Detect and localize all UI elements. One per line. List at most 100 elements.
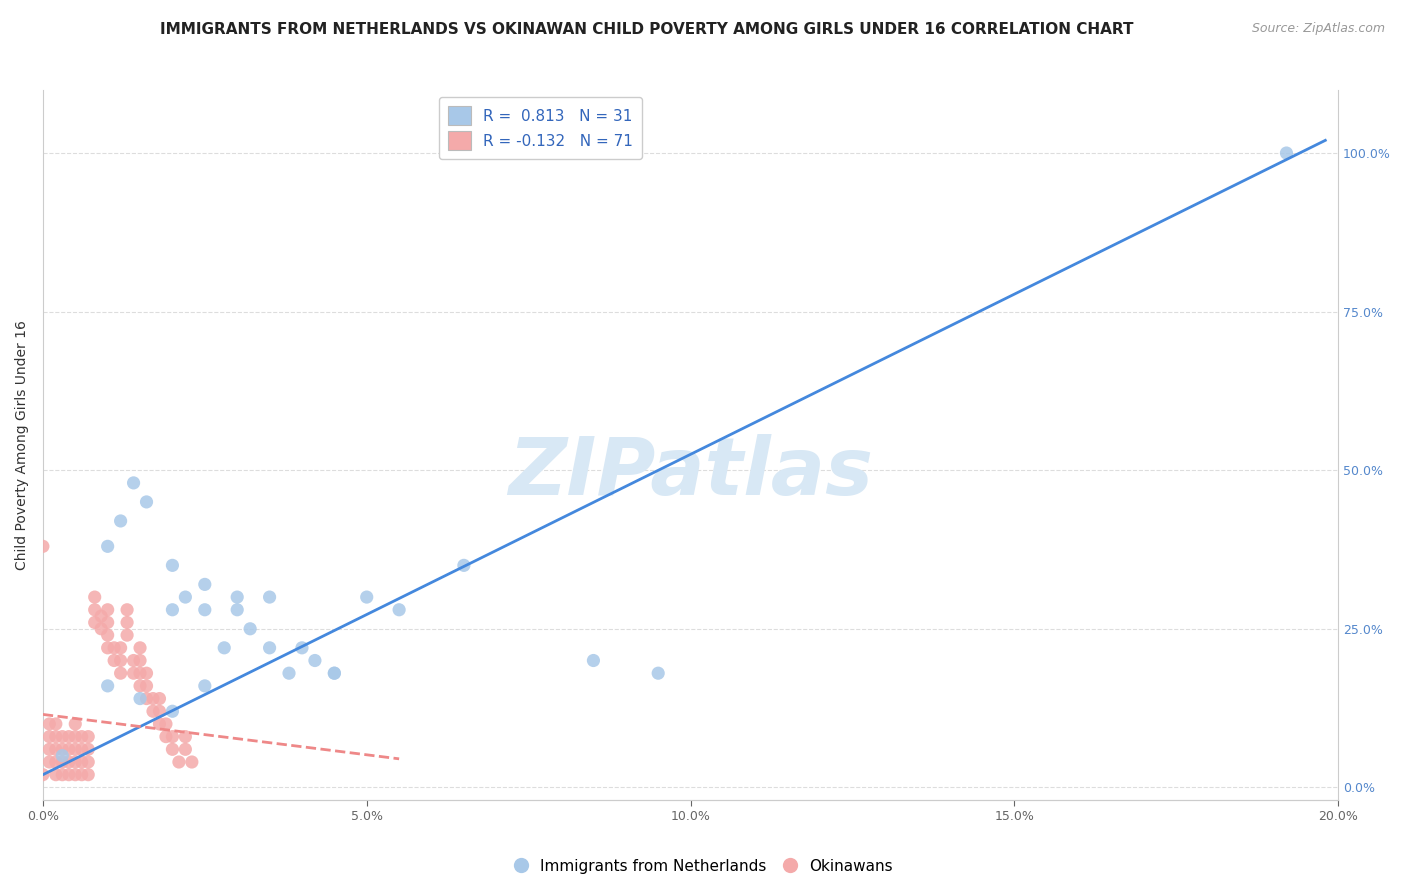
Point [38, 755, 60, 769]
Point [323, 666, 346, 681]
Point [70, 755, 93, 769]
Point [90, 609, 112, 624]
Text: IMMIGRANTS FROM NETHERLANDS VS OKINAWAN CHILD POVERTY AMONG GIRLS UNDER 16 CORRE: IMMIGRANTS FROM NETHERLANDS VS OKINAWAN … [160, 22, 1133, 37]
Point [45, 730, 67, 744]
Point [174, 730, 197, 744]
Point [83, 615, 105, 630]
Point [115, 615, 138, 630]
Point [162, 558, 184, 573]
Point [58, 767, 80, 781]
Point [356, 590, 378, 604]
Point [194, 577, 217, 591]
Point [162, 730, 184, 744]
Point [97, 640, 120, 655]
Point [83, 603, 105, 617]
Point [38, 730, 60, 744]
Legend: Immigrants from Netherlands, Okinawans: Immigrants from Netherlands, Okinawans [506, 853, 900, 880]
Point [38, 742, 60, 756]
Point [582, 653, 605, 667]
Point [77, 742, 100, 756]
Point [194, 603, 217, 617]
Point [115, 603, 138, 617]
Point [259, 640, 281, 655]
Point [51, 755, 73, 769]
Point [122, 666, 145, 681]
Point [291, 640, 314, 655]
Point [135, 679, 157, 693]
Point [97, 679, 120, 693]
Point [70, 767, 93, 781]
Point [51, 730, 73, 744]
Legend: R =  0.813   N = 31, R = -0.132   N = 71: R = 0.813 N = 31, R = -0.132 N = 71 [439, 97, 643, 159]
Point [212, 640, 235, 655]
Point [32, 539, 55, 553]
Point [162, 704, 184, 718]
Point [239, 622, 262, 636]
Point [135, 691, 157, 706]
Point [226, 590, 249, 604]
Point [194, 679, 217, 693]
Point [148, 704, 170, 718]
Point [65, 742, 87, 756]
Point [97, 539, 120, 553]
Point [65, 730, 87, 744]
Point [129, 653, 152, 667]
Point [45, 755, 67, 769]
Point [388, 603, 411, 617]
Point [453, 558, 475, 573]
Point [155, 717, 177, 731]
Point [142, 704, 165, 718]
Point [58, 755, 80, 769]
Point [259, 590, 281, 604]
Text: ZIPatlas: ZIPatlas [508, 434, 873, 512]
Point [97, 603, 120, 617]
Point [174, 590, 197, 604]
Point [77, 730, 100, 744]
Point [58, 730, 80, 744]
Point [97, 628, 120, 642]
Point [129, 640, 152, 655]
Point [148, 717, 170, 731]
Point [103, 653, 125, 667]
Point [45, 767, 67, 781]
Point [129, 691, 152, 706]
Point [122, 475, 145, 490]
Point [65, 767, 87, 781]
Point [162, 742, 184, 756]
Point [51, 748, 73, 763]
Point [70, 730, 93, 744]
Point [226, 603, 249, 617]
Point [58, 742, 80, 756]
Point [32, 767, 55, 781]
Point [122, 653, 145, 667]
Point [97, 615, 120, 630]
Point [110, 514, 132, 528]
Point [304, 653, 326, 667]
Point [135, 666, 157, 681]
Point [148, 691, 170, 706]
Point [278, 666, 301, 681]
Point [51, 767, 73, 781]
Point [103, 640, 125, 655]
Point [155, 730, 177, 744]
Point [129, 679, 152, 693]
Point [65, 755, 87, 769]
Point [77, 767, 100, 781]
Text: Source: ZipAtlas.com: Source: ZipAtlas.com [1251, 22, 1385, 36]
Point [180, 755, 202, 769]
Point [83, 590, 105, 604]
Point [129, 666, 152, 681]
Point [115, 628, 138, 642]
Point [142, 691, 165, 706]
Point [110, 653, 132, 667]
Y-axis label: Child Poverty Among Girls Under 16: Child Poverty Among Girls Under 16 [15, 320, 30, 570]
Point [110, 666, 132, 681]
Point [1275, 146, 1298, 161]
Point [77, 755, 100, 769]
Point [51, 742, 73, 756]
Point [45, 742, 67, 756]
Point [323, 666, 346, 681]
Point [647, 666, 669, 681]
Point [70, 742, 93, 756]
Point [135, 495, 157, 509]
